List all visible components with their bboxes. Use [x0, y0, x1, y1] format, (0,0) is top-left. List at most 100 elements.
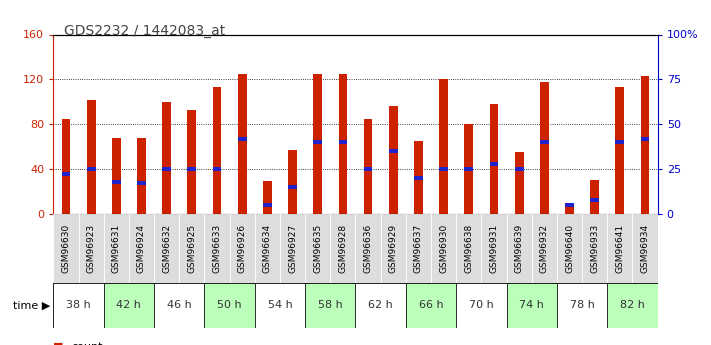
- Text: 62 h: 62 h: [368, 300, 393, 310]
- FancyBboxPatch shape: [406, 214, 431, 283]
- FancyBboxPatch shape: [406, 283, 456, 328]
- FancyBboxPatch shape: [532, 214, 557, 283]
- FancyBboxPatch shape: [129, 214, 154, 283]
- FancyBboxPatch shape: [607, 283, 658, 328]
- Text: GSM96631: GSM96631: [112, 224, 121, 273]
- Text: GSM96638: GSM96638: [464, 224, 474, 273]
- Text: time ▶: time ▶: [13, 300, 50, 310]
- Text: GSM96635: GSM96635: [314, 224, 322, 273]
- Bar: [188, 167, 196, 171]
- Text: GSM96926: GSM96926: [237, 224, 247, 273]
- Bar: [62, 172, 70, 176]
- FancyBboxPatch shape: [154, 214, 179, 283]
- Bar: [263, 203, 272, 207]
- Text: GSM96931: GSM96931: [489, 224, 498, 273]
- Text: 50 h: 50 h: [218, 300, 242, 310]
- Bar: [414, 141, 423, 214]
- Bar: [515, 152, 523, 214]
- Text: 42 h: 42 h: [117, 300, 141, 310]
- Text: GSM96929: GSM96929: [389, 224, 397, 273]
- Bar: [565, 203, 574, 207]
- Text: count: count: [71, 342, 102, 345]
- Text: 70 h: 70 h: [469, 300, 493, 310]
- Bar: [237, 137, 247, 140]
- Bar: [439, 79, 448, 214]
- Text: GSM96632: GSM96632: [162, 224, 171, 273]
- Bar: [137, 181, 146, 185]
- FancyBboxPatch shape: [607, 214, 633, 283]
- FancyBboxPatch shape: [255, 283, 305, 328]
- Bar: [590, 180, 599, 214]
- Text: 82 h: 82 h: [620, 300, 645, 310]
- Bar: [314, 74, 322, 214]
- Text: GSM96640: GSM96640: [565, 224, 574, 273]
- Text: GSM96927: GSM96927: [288, 224, 297, 273]
- FancyBboxPatch shape: [331, 214, 356, 283]
- Bar: [62, 119, 70, 214]
- Text: 78 h: 78 h: [570, 300, 594, 310]
- Bar: [540, 81, 549, 214]
- FancyBboxPatch shape: [456, 214, 481, 283]
- Bar: [188, 110, 196, 214]
- Text: 54 h: 54 h: [267, 300, 292, 310]
- Text: GSM96633: GSM96633: [213, 224, 222, 273]
- FancyBboxPatch shape: [104, 214, 129, 283]
- Text: 38 h: 38 h: [66, 300, 91, 310]
- Text: GSM96637: GSM96637: [414, 224, 423, 273]
- Bar: [641, 137, 649, 140]
- Bar: [540, 140, 549, 144]
- Bar: [641, 76, 649, 214]
- Bar: [87, 167, 95, 171]
- Text: 66 h: 66 h: [419, 300, 444, 310]
- FancyBboxPatch shape: [506, 283, 557, 328]
- Bar: [389, 106, 397, 214]
- Bar: [616, 87, 624, 214]
- Text: GSM96924: GSM96924: [137, 224, 146, 273]
- Bar: [590, 198, 599, 201]
- Bar: [389, 149, 397, 153]
- FancyBboxPatch shape: [280, 214, 305, 283]
- Text: GSM96641: GSM96641: [616, 224, 624, 273]
- Bar: [338, 140, 347, 144]
- Text: GSM96639: GSM96639: [515, 224, 524, 273]
- Text: GSM96636: GSM96636: [363, 224, 373, 273]
- Text: GSM96934: GSM96934: [641, 224, 650, 273]
- Bar: [112, 180, 121, 184]
- FancyBboxPatch shape: [230, 214, 255, 283]
- FancyBboxPatch shape: [53, 214, 78, 283]
- Bar: [565, 203, 574, 214]
- FancyBboxPatch shape: [255, 214, 280, 283]
- Bar: [364, 119, 373, 214]
- Bar: [616, 140, 624, 144]
- FancyBboxPatch shape: [506, 214, 532, 283]
- Bar: [87, 99, 95, 214]
- FancyBboxPatch shape: [305, 214, 331, 283]
- Text: GSM96933: GSM96933: [590, 224, 599, 273]
- Text: ■: ■: [53, 342, 64, 345]
- FancyBboxPatch shape: [78, 214, 104, 283]
- Bar: [288, 150, 297, 214]
- FancyBboxPatch shape: [104, 283, 154, 328]
- Text: 58 h: 58 h: [318, 300, 343, 310]
- Text: 46 h: 46 h: [167, 300, 191, 310]
- FancyBboxPatch shape: [633, 214, 658, 283]
- Bar: [314, 140, 322, 144]
- FancyBboxPatch shape: [356, 214, 380, 283]
- FancyBboxPatch shape: [557, 283, 607, 328]
- Bar: [162, 167, 171, 171]
- FancyBboxPatch shape: [582, 214, 607, 283]
- Text: GSM96932: GSM96932: [540, 224, 549, 273]
- Text: GSM96923: GSM96923: [87, 224, 95, 273]
- Text: GDS2232 / 1442083_at: GDS2232 / 1442083_at: [64, 24, 225, 38]
- FancyBboxPatch shape: [205, 283, 255, 328]
- FancyBboxPatch shape: [305, 283, 356, 328]
- FancyBboxPatch shape: [557, 214, 582, 283]
- FancyBboxPatch shape: [53, 283, 104, 328]
- Bar: [364, 167, 373, 171]
- Text: GSM96634: GSM96634: [263, 224, 272, 273]
- FancyBboxPatch shape: [431, 214, 456, 283]
- FancyBboxPatch shape: [53, 283, 658, 328]
- Bar: [439, 167, 448, 171]
- Text: GSM96930: GSM96930: [439, 224, 448, 273]
- Bar: [112, 138, 121, 214]
